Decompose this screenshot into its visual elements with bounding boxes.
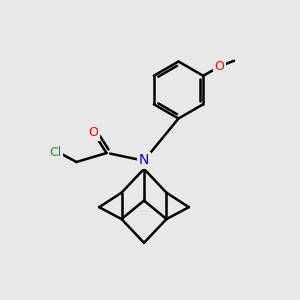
Text: N: N xyxy=(139,154,149,167)
Text: O: O xyxy=(215,60,225,73)
Text: O: O xyxy=(89,126,98,140)
Text: Cl: Cl xyxy=(50,146,61,160)
